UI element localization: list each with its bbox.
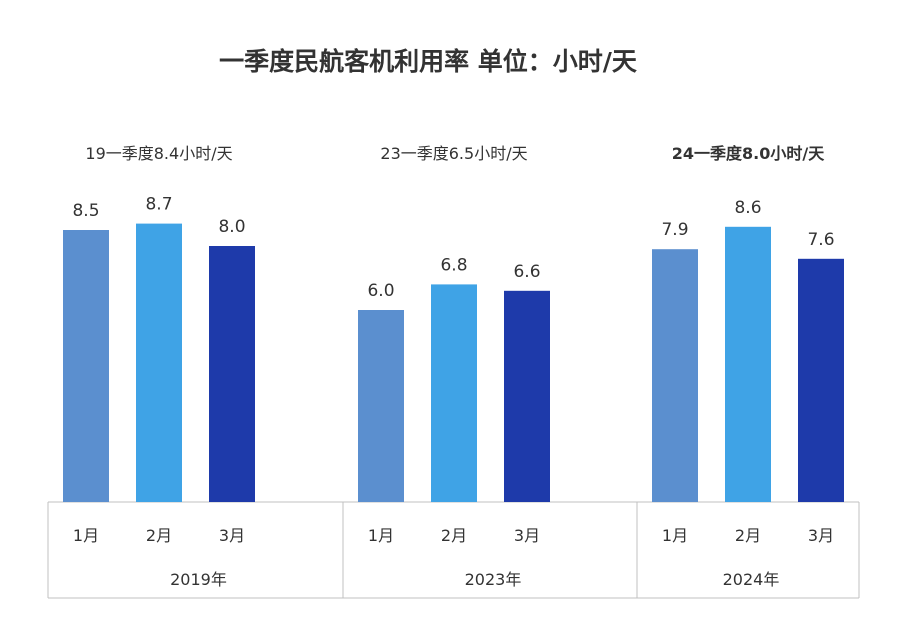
x-tick-label: 1月 [662,526,688,545]
x-tick-label: 3月 [808,526,834,545]
bar-value-label: 8.0 [218,217,245,237]
bar [431,284,477,502]
group-year-label: 2023年 [465,570,522,589]
chart-title: 一季度民航客机利用率 单位：小时/天 [219,47,637,76]
x-tick-label: 2月 [146,526,172,545]
x-tick-label: 2月 [441,526,467,545]
bar-value-label: 8.7 [145,195,172,215]
bar-value-label: 7.6 [807,230,834,250]
bar-value-label: 8.6 [734,198,761,218]
x-tick-label: 1月 [73,526,99,545]
bar-value-label: 8.5 [72,201,99,221]
bar-value-label: 6.0 [367,281,394,301]
bar [504,290,550,502]
bar [63,230,109,502]
bar [798,258,844,502]
group-summary: 23一季度6.5小时/天 [380,144,527,163]
group-year-label: 2024年 [723,570,780,589]
bar [136,223,182,502]
group-summary: 19一季度8.4小时/天 [85,144,232,163]
x-tick-label: 1月 [368,526,394,545]
x-tick-label: 3月 [514,526,540,545]
bar-value-label: 6.6 [513,262,540,282]
bar [652,249,698,502]
bar [209,246,255,502]
bar-value-label: 6.8 [440,255,467,275]
x-tick-label: 3月 [219,526,245,545]
bar [358,310,404,502]
group-summary: 24一季度8.0小时/天 [672,144,825,163]
group-year-label: 2019年 [170,570,227,589]
bar [725,226,771,503]
bar-value-label: 7.9 [661,220,688,240]
x-tick-label: 2月 [735,526,761,545]
